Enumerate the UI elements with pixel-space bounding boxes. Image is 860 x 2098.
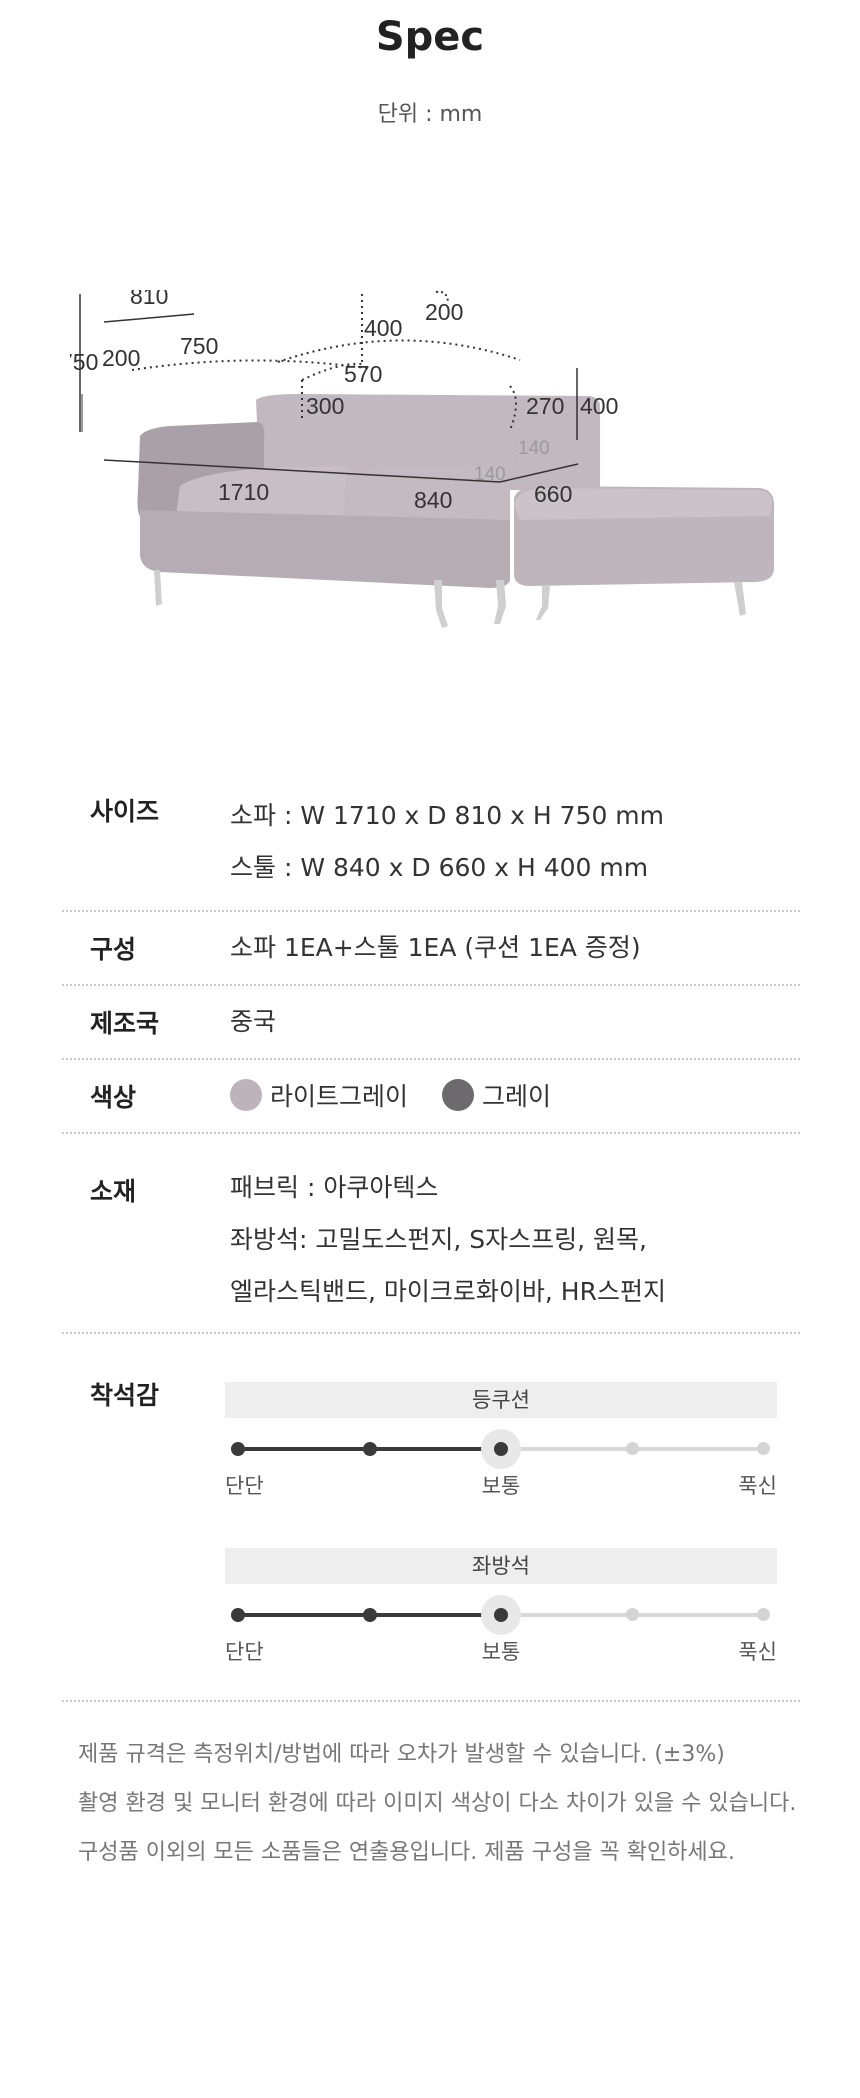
comfort-slider-seat: 단단 보통 푹신 bbox=[225, 1584, 777, 1674]
sofa-back bbox=[256, 394, 600, 490]
material-label: 소재 bbox=[90, 1177, 137, 1206]
size-label: 사이즈 bbox=[90, 797, 160, 826]
size-values: 소파 : W 1710 x D 810 x H 750 mm 스툴 : W 84… bbox=[230, 780, 800, 894]
material-fabric: 패브릭 : 아쿠아텍스 bbox=[230, 1173, 439, 1202]
spec-row-size: 사이즈 소파 : W 1710 x D 810 x H 750 mm 스툴 : … bbox=[62, 780, 800, 912]
scale-step-dot bbox=[362, 1442, 377, 1456]
scale-left-label: 단단 bbox=[225, 1640, 264, 1664]
scale-step-dot bbox=[231, 1608, 245, 1622]
comfort-title-back: 등쿠션 bbox=[225, 1382, 777, 1418]
dim-750-height: 750 bbox=[70, 349, 98, 375]
spec-row-comfort: 착석감 등쿠션 단단 보통 푹신 좌방석 단단 보통 푹신 bbox=[62, 1334, 800, 1702]
comfort-title-seat: 좌방석 bbox=[225, 1548, 777, 1584]
config-text: 소파 1EA+스툴 1EA (쿠션 1EA 증정) bbox=[230, 933, 641, 962]
scale-left-label: 단단 bbox=[225, 1474, 264, 1498]
material-seat-1: 좌방석: 고밀도스펀지, S자스프링, 원목, bbox=[230, 1225, 647, 1254]
comfort-scale-seat: 좌방석 단단 보통 푹신 bbox=[225, 1548, 777, 1674]
scale-step-dot bbox=[757, 1608, 770, 1621]
spec-row-color: 색상 라이트그레이 그레이 bbox=[62, 1060, 800, 1134]
scale-right-label: 푹신 bbox=[738, 1474, 777, 1498]
origin-label: 제조국 bbox=[90, 1009, 160, 1038]
dim-140-b: 140 bbox=[474, 464, 506, 485]
dim-570: 570 bbox=[344, 361, 382, 387]
scale-step-dot bbox=[757, 1442, 770, 1455]
sofa-dimension-diagram: 1510 810 750 200 750 400 200 570 300 270… bbox=[70, 290, 774, 628]
note-color: 촬영 환경 및 모니터 환경에 따라 이미지 색상이 다소 차이가 있을 수 있… bbox=[78, 1791, 797, 1816]
dim-300: 300 bbox=[306, 393, 344, 419]
color-swatch-gray bbox=[441, 1079, 474, 1111]
scale-step-dot bbox=[494, 1442, 508, 1456]
dimension-lines bbox=[79, 290, 579, 483]
scale-right-label: 푹신 bbox=[738, 1640, 777, 1664]
stool-leg-1 bbox=[536, 586, 550, 620]
origin-value: 중국 bbox=[230, 986, 800, 1048]
dim-270: 270 bbox=[526, 393, 564, 419]
material-seat-2: 엘라스틱밴드, 마이크로화이바, HR스펀지 bbox=[230, 1277, 666, 1306]
dim-400-back: 400 bbox=[364, 315, 402, 341]
color-swatch-light-gray bbox=[230, 1079, 262, 1111]
dim-1710: 1710 bbox=[218, 479, 269, 505]
dim-200-arm: 200 bbox=[102, 345, 140, 371]
scale-step-dot bbox=[231, 1442, 245, 1456]
origin-text: 중국 bbox=[230, 1007, 277, 1036]
dim-200-back-top: 200 bbox=[425, 299, 463, 325]
unit-label: 단위 : mm bbox=[377, 102, 483, 127]
note-tolerance: 제품 규격은 측정위치/방법에 따라 오차가 발생할 수 있습니다. (±3%) bbox=[78, 1742, 725, 1767]
dim-140-a: 140 bbox=[518, 438, 550, 459]
color-label: 색상 bbox=[90, 1083, 137, 1112]
dim-810: 810 bbox=[130, 290, 168, 309]
material-values: 패브릭 : 아쿠아텍스 좌방석: 고밀도스펀지, S자스프링, 원목, 엘라스틱… bbox=[230, 1134, 800, 1318]
dim-660: 660 bbox=[534, 481, 572, 507]
spec-row-origin: 제조국 중국 bbox=[62, 986, 800, 1060]
color-name-light-gray: 라이트그레이 bbox=[270, 1082, 409, 1111]
sofa-leg-1 bbox=[154, 570, 162, 606]
sofa-base bbox=[140, 510, 510, 588]
color-values: 라이트그레이 그레이 bbox=[230, 1060, 800, 1123]
color-name-gray: 그레이 bbox=[481, 1082, 551, 1111]
scale-middle-label: 보통 bbox=[481, 1640, 521, 1664]
stool-leg-2 bbox=[734, 582, 746, 616]
sofa-illustration bbox=[137, 394, 774, 628]
scale-step-dot bbox=[494, 1608, 508, 1622]
page-title: Spec bbox=[375, 14, 485, 60]
size-sofa: 소파 : W 1710 x D 810 x H 750 mm bbox=[230, 801, 665, 830]
sofa-leg-3 bbox=[494, 580, 506, 624]
scale-step-dot bbox=[625, 1608, 639, 1621]
scale-middle-label: 보통 bbox=[481, 1474, 521, 1498]
spec-row-material: 소재 패브릭 : 아쿠아텍스 좌방석: 고밀도스펀지, S자스프링, 원목, 엘… bbox=[62, 1134, 800, 1334]
notes: 제품 규격은 측정위치/방법에 따라 오차가 발생할 수 있습니다. (±3%)… bbox=[78, 1730, 798, 1877]
comfort-label: 착석감 bbox=[90, 1381, 160, 1410]
config-label: 구성 bbox=[90, 935, 137, 964]
dim-400-stool: 400 bbox=[580, 393, 618, 419]
scale-step-dot bbox=[362, 1608, 377, 1622]
note-props: 구성품 이외의 모든 소품들은 연출용입니다. 제품 구성을 꼭 확인하세요. bbox=[78, 1840, 735, 1865]
scale-step-dot bbox=[625, 1442, 639, 1455]
dim-840: 840 bbox=[414, 487, 452, 513]
spec-row-config: 구성 소파 1EA+스툴 1EA (쿠션 1EA 증정) bbox=[62, 912, 800, 986]
dim-750-seat: 750 bbox=[180, 333, 218, 359]
config-value: 소파 1EA+스툴 1EA (쿠션 1EA 증정) bbox=[230, 912, 800, 974]
size-stool: 스툴 : W 840 x D 660 x H 400 mm bbox=[230, 853, 649, 882]
comfort-slider-back: 단단 보통 푹신 bbox=[225, 1418, 777, 1508]
spec-table: 사이즈 소파 : W 1710 x D 810 x H 750 mm 스툴 : … bbox=[62, 780, 800, 1702]
comfort-scale-back: 등쿠션 단단 보통 푹신 bbox=[225, 1382, 777, 1508]
sofa-leg-2 bbox=[434, 580, 448, 628]
stool-top bbox=[514, 488, 772, 520]
